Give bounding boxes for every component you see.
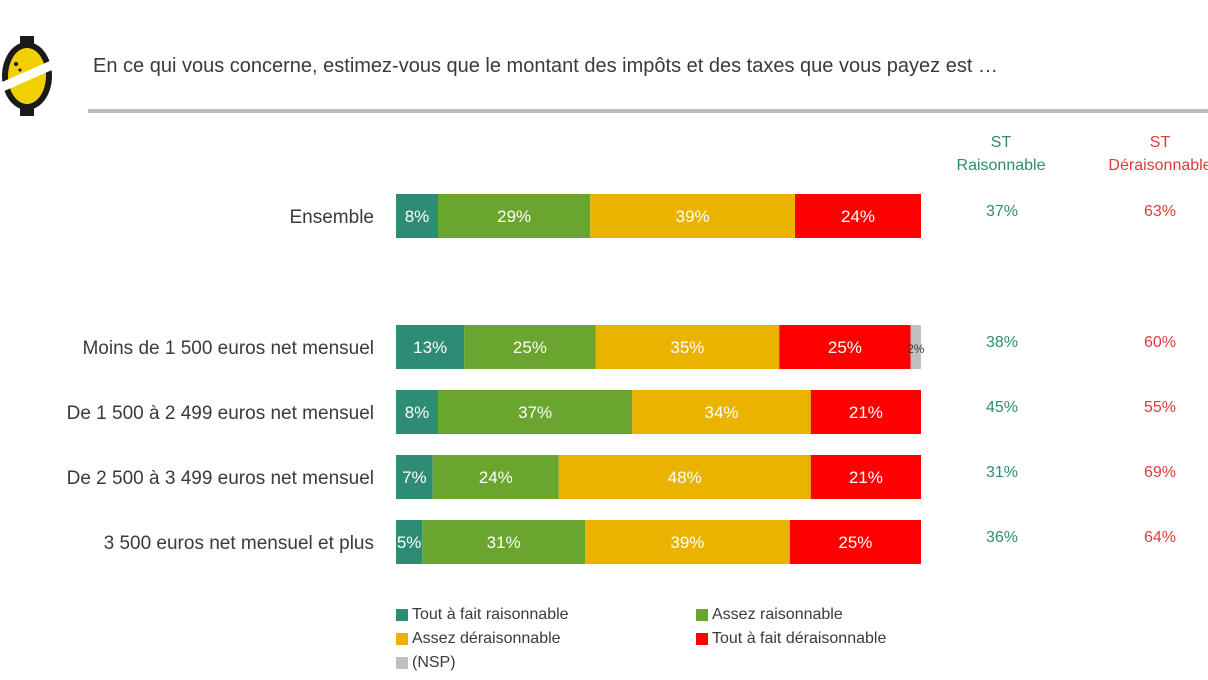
category-label: De 2 500 à 3 499 euros net mensuel	[67, 468, 374, 489]
data-label: 35%	[670, 338, 704, 357]
st-raisonnable-value: 37%	[986, 203, 1018, 220]
bar-segment	[910, 325, 921, 369]
st-raisonnable-value: 45%	[986, 399, 1018, 416]
category-label: Ensemble	[290, 207, 375, 228]
data-label: 8%	[405, 207, 430, 226]
st-deraisonnable-value: 60%	[1144, 334, 1176, 351]
bar-segment	[632, 390, 811, 434]
bar-segment	[585, 520, 790, 564]
legend-swatch	[696, 609, 708, 621]
bar-segment	[396, 520, 423, 564]
legend-label: (NSP)	[412, 654, 456, 671]
data-label: 8%	[405, 403, 430, 422]
legend-item: Assez déraisonnable	[396, 630, 561, 648]
data-label: 24%	[841, 207, 875, 226]
data-label: 13%	[413, 338, 447, 357]
bar-segment	[432, 455, 559, 499]
data-label: 21%	[849, 468, 883, 487]
legend-item: Tout à fait raisonnable	[396, 606, 569, 624]
bar-segment	[558, 455, 811, 499]
bar-segment	[438, 390, 633, 434]
page-title: En ce qui vous concerne, estimez-vous qu…	[93, 55, 998, 77]
legend-item: Tout à fait déraisonnable	[696, 630, 886, 648]
bar-segment	[779, 325, 911, 369]
bar-segment	[464, 325, 596, 369]
legend-label: Tout à fait raisonnable	[412, 606, 569, 623]
st-deraisonnable-header: ST Déraisonnable	[1108, 134, 1208, 174]
data-label: 2%	[907, 342, 925, 356]
st-raisonnable-value: 38%	[986, 334, 1018, 351]
data-label: 25%	[838, 533, 872, 552]
title-divider	[88, 109, 1208, 113]
bar-segment	[810, 455, 921, 499]
legend-label: Tout à fait déraisonnable	[712, 630, 887, 647]
bar-segment	[810, 390, 921, 434]
category-label: Moins de 1 500 euros net mensuel	[82, 338, 374, 359]
data-label: 7%	[402, 468, 427, 487]
legend-label: Assez déraisonnable	[412, 630, 561, 647]
st-deraisonnable-value: 63%	[1144, 203, 1176, 220]
bar-segment	[396, 390, 438, 434]
data-label: 25%	[513, 338, 547, 357]
legend-swatch	[396, 609, 408, 621]
data-label: 5%	[397, 533, 422, 552]
data-label: 34%	[704, 403, 738, 422]
data-label: 48%	[668, 468, 702, 487]
st-deraisonnable-value: 69%	[1144, 464, 1176, 481]
category-label: De 1 500 à 2 499 euros net mensuel	[67, 403, 374, 424]
st-raisonnable-header: ST Raisonnable	[956, 134, 1046, 174]
bar-segment	[396, 455, 433, 499]
bar-segment	[595, 325, 780, 369]
legend-swatch	[696, 633, 708, 645]
bar-segment	[590, 194, 795, 238]
bar-segment	[422, 520, 585, 564]
legend-swatch	[396, 633, 408, 645]
bar-segment	[438, 194, 591, 238]
st-raisonnable-value: 36%	[986, 529, 1018, 546]
brand-logo	[2, 36, 52, 116]
category-label: 3 500 euros net mensuel et plus	[104, 533, 374, 554]
data-label: 39%	[670, 533, 704, 552]
data-label: 31%	[487, 533, 521, 552]
bar-segment	[396, 325, 465, 369]
legend-item: (NSP)	[396, 654, 456, 672]
st-deraisonnable-value: 64%	[1144, 529, 1176, 546]
data-label: 37%	[518, 403, 552, 422]
bar-segment	[789, 520, 921, 564]
legend-label: Assez raisonnable	[712, 606, 843, 623]
bar-segment	[396, 194, 438, 238]
data-label: 24%	[479, 468, 513, 487]
data-label: 29%	[497, 207, 531, 226]
st-raisonnable-value: 31%	[986, 464, 1018, 481]
legend-item: Assez raisonnable	[696, 606, 843, 624]
bar-segment	[795, 194, 921, 238]
st-deraisonnable-value: 55%	[1144, 399, 1176, 416]
data-label: 21%	[849, 403, 883, 422]
data-label: 25%	[828, 338, 862, 357]
legend-swatch	[396, 657, 408, 669]
data-label: 39%	[676, 207, 710, 226]
